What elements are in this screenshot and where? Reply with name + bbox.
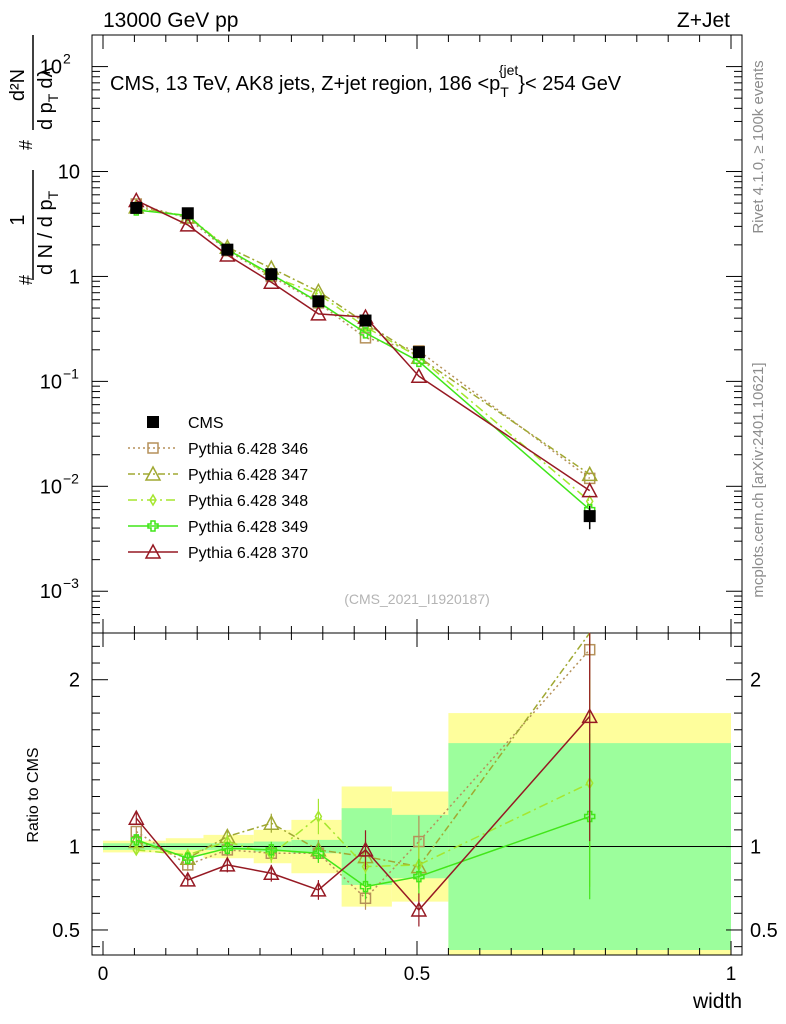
ratio-point xyxy=(263,864,280,880)
ratio-tick-label-right: 2 xyxy=(750,670,761,692)
legend-label: Pythia 6.428 348 xyxy=(188,493,308,510)
series-line-0 xyxy=(136,203,591,479)
chart-title-sub: T xyxy=(500,84,509,100)
ratio-point xyxy=(583,810,596,823)
ratio-point xyxy=(581,707,598,724)
ratio-point xyxy=(265,844,278,856)
analysis-watermark: (CMS_2021_I1920187) xyxy=(344,591,490,607)
ratio-point xyxy=(359,880,372,893)
series-point xyxy=(410,367,428,383)
ratio-point xyxy=(128,809,145,825)
data-point xyxy=(583,510,596,523)
y-tick-label: 102 xyxy=(40,51,71,79)
ratio-point xyxy=(219,856,236,872)
data-point xyxy=(130,201,143,214)
ratio-point xyxy=(182,852,194,864)
data-point xyxy=(221,243,234,256)
y-tick-label: 10−1 xyxy=(40,365,79,393)
ratio-series-curves xyxy=(128,632,598,927)
ratio-uncertainty-bands xyxy=(92,713,742,955)
y-label-num: d²N xyxy=(7,69,29,101)
ratio-line-4 xyxy=(135,715,591,912)
ratio-tick-label: 2 xyxy=(69,670,80,692)
ratio-line-0 xyxy=(135,649,591,900)
legend-label: Pythia 6.428 347 xyxy=(188,467,308,484)
y-tick-label: 10 xyxy=(58,162,80,184)
x-tick-label: 0.5 xyxy=(404,964,430,985)
ratio-point xyxy=(179,871,197,887)
ratio-point xyxy=(357,841,374,857)
ratio-point xyxy=(413,870,425,883)
legend-marker xyxy=(149,493,157,507)
ratio-point xyxy=(310,881,327,897)
x-tick-label: 0 xyxy=(98,964,109,985)
y-tick-label: 1 xyxy=(69,266,80,288)
legend-marker xyxy=(147,442,159,454)
upper-axis-ticks: 10−3 10−2 10−1 1 10 102 xyxy=(40,34,742,634)
legend-label: CMS xyxy=(188,415,224,432)
y-label-dN: d N / d pT xyxy=(35,190,61,275)
mcplots-label: mcplots.cern.ch [arXiv:2401.10621] xyxy=(750,362,767,597)
data-point xyxy=(312,295,325,308)
legend-label: Pythia 6.428 349 xyxy=(188,519,308,536)
ratio-tick-label: 1 xyxy=(69,837,80,859)
y-axis-label: # 1 d N / d pT # d²N d pTdλ xyxy=(7,35,61,285)
series-point xyxy=(581,482,598,498)
chart-title-tail: < 254 GeV xyxy=(525,73,622,95)
x-axis-label: width xyxy=(692,990,742,1013)
legend-label: Pythia 6.428 370 xyxy=(188,545,308,562)
series-point xyxy=(581,465,598,482)
ratio-point xyxy=(312,847,325,859)
ratio-point xyxy=(221,842,234,854)
ratio-point xyxy=(130,834,143,846)
ratio-point xyxy=(132,843,141,857)
upper-panel-frame xyxy=(91,34,743,634)
ratio-tick-label: 0.5 xyxy=(52,920,80,942)
ratio-point xyxy=(263,814,280,830)
y-label-den: d pTdλ xyxy=(35,68,61,131)
series-point xyxy=(413,355,425,368)
ratio-point xyxy=(410,901,428,917)
y-label-one: 1 xyxy=(7,214,29,225)
y-label-hash-2: # xyxy=(16,140,36,150)
data-point xyxy=(265,268,278,281)
header-left: 13000 GeV pp xyxy=(103,9,238,32)
chart-title-sup-close: } xyxy=(518,73,525,95)
chart-title-sup: {jet xyxy=(499,62,519,78)
ratio-line-3 xyxy=(136,815,590,888)
ratio-point xyxy=(361,860,370,874)
series-point xyxy=(263,273,280,290)
ratio-line-2 xyxy=(136,782,591,868)
lower-axis-ticks: 0 0.5 1 0.5 0.5 1 1 2 2 xyxy=(52,633,778,985)
ratio-tick-label-right: 0.5 xyxy=(750,920,778,942)
header-right: Z+Jet xyxy=(677,9,730,32)
data-point xyxy=(359,314,372,327)
ratio-line-1 xyxy=(136,632,591,868)
chart-title-main: CMS, 13 TeV, AK8 jets, Z+jet region, 186… xyxy=(110,73,500,95)
legend: CMS Pythia 6.428 346 Pythia 6.428 347 Pythi… xyxy=(128,415,308,562)
ratio-tick-label-right: 1 xyxy=(750,837,761,859)
upper-series-curves xyxy=(128,191,598,530)
legend-label: Pythia 6.428 346 xyxy=(188,441,308,458)
y-label-hash-1: # xyxy=(16,275,36,285)
y-tick-label: 10−2 xyxy=(40,470,79,498)
data-point xyxy=(181,207,194,220)
chart-title: CMS, 13 TeV, AK8 jets, Z+jet region, 186… xyxy=(110,62,622,100)
legend-marker xyxy=(147,416,159,428)
series-line-1 xyxy=(136,206,591,475)
y-tick-label: 10−3 xyxy=(40,575,79,603)
legend-marker xyxy=(144,465,162,481)
series-point xyxy=(359,327,372,339)
ratio-y-label: Ratio to CMS xyxy=(25,747,42,842)
series-line-3 xyxy=(136,209,591,511)
rivet-version-label: Rivet 4.1.0, ≥ 100k events xyxy=(750,60,767,233)
legend-marker xyxy=(147,520,159,532)
legend-marker xyxy=(144,543,162,559)
data-point xyxy=(412,346,425,359)
series-point xyxy=(179,216,197,232)
series-point xyxy=(310,305,327,321)
ratio-point xyxy=(314,810,323,823)
x-tick-label: 1 xyxy=(726,964,737,985)
